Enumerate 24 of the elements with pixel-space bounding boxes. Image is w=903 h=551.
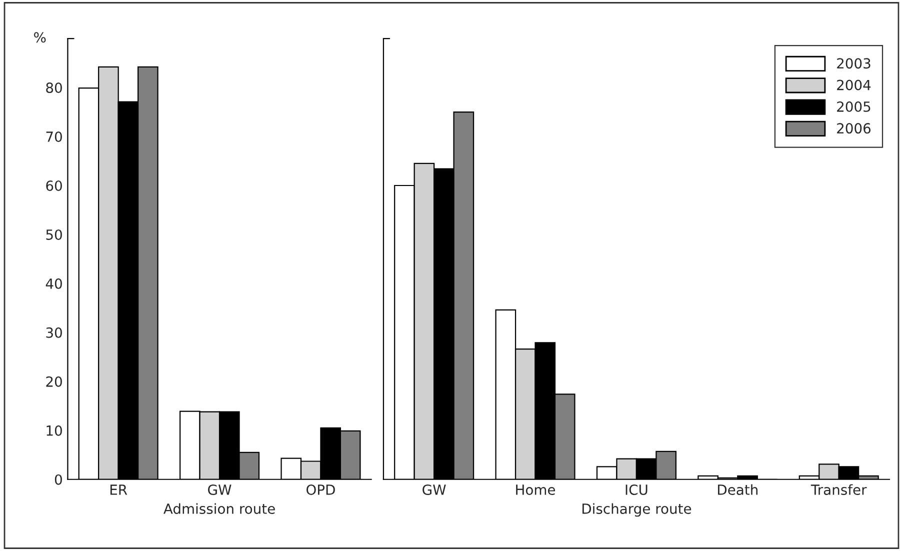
- y-tick-label: 80: [46, 82, 62, 94]
- x-tick-label: ER: [110, 484, 128, 495]
- x-tick-label: Home: [516, 484, 556, 495]
- legend-label: 2005: [837, 101, 870, 112]
- x-tick-label: Transfer: [810, 484, 867, 495]
- y-tick-label: 60: [46, 180, 62, 191]
- y-tick-label: 50: [46, 229, 62, 240]
- legend-label: 2004: [837, 80, 871, 90]
- legend-label: 2003: [837, 58, 870, 69]
- x-tick-label: GW: [208, 484, 232, 495]
- legend-label: 2006: [837, 123, 871, 134]
- y-tick-label: 0: [54, 474, 62, 485]
- x-tick-label: OPD: [306, 484, 335, 495]
- x-tick-label: Death: [718, 484, 758, 495]
- y-tick-label: 30: [46, 327, 62, 338]
- y-axis-title: %: [34, 32, 46, 43]
- y-tick-label: 70: [46, 131, 62, 142]
- x-tick-label: GW: [422, 484, 446, 495]
- y-tick-label: 20: [46, 376, 62, 387]
- x-tick-label: ICU: [626, 484, 648, 495]
- x-axis-title: Discharge route: [582, 503, 692, 517]
- y-tick-label: 10: [46, 425, 62, 436]
- x-axis-title: Admission route: [164, 503, 275, 514]
- y-tick-label: 40: [46, 278, 62, 289]
